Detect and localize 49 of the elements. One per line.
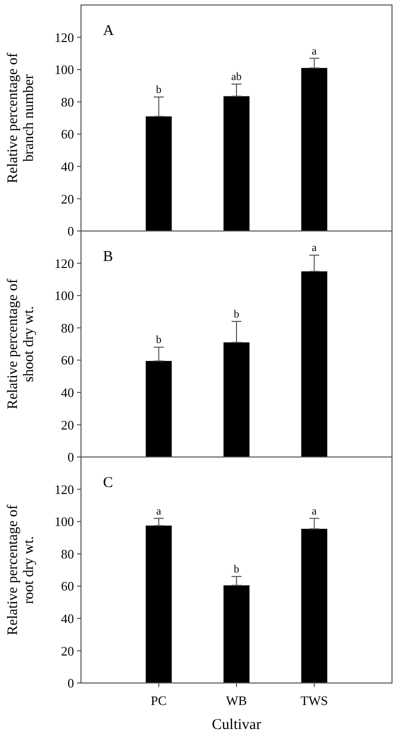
y-tick-label: 120	[54, 30, 74, 45]
text: B	[103, 249, 114, 265]
annotation: a	[312, 505, 317, 518]
bar	[146, 360, 172, 457]
y-tick-label: 80	[61, 94, 74, 110]
y-tick-label: 0	[68, 450, 74, 465]
bar	[146, 116, 172, 231]
y-tick-label: 20	[61, 417, 74, 432]
y-tick-label: 60	[61, 578, 74, 594]
y-axis-title: Relative percentage of root dry wt.	[5, 504, 37, 636]
y-tick-label: 20	[61, 643, 74, 658]
annotation: b	[156, 84, 162, 96]
y-tick-label: 80	[61, 546, 74, 562]
y-tick-label: 0	[68, 224, 74, 239]
bar	[301, 271, 328, 457]
y-tick-label: 80	[61, 320, 74, 336]
annotation: a	[312, 242, 317, 254]
y-tick-label: 100	[54, 514, 74, 530]
y-tick-label: 100	[54, 288, 74, 304]
bar	[146, 526, 172, 683]
y-tick-label: 60	[61, 126, 74, 142]
y-tick-label: 100	[54, 62, 74, 78]
text: C	[103, 475, 114, 491]
annotation: b	[234, 563, 240, 576]
y-axis-title: Relative percentage of branch number	[5, 52, 37, 184]
y-tick-label: 20	[61, 191, 74, 206]
x-axis-title: Cultivar	[212, 717, 262, 733]
bar	[224, 342, 250, 457]
y-tick-label: 40	[61, 158, 74, 174]
x-tick-label: TWS	[300, 693, 328, 708]
annotation: ab	[231, 71, 242, 84]
x-tick-label: PC	[150, 693, 167, 708]
annotation: a	[312, 45, 317, 58]
annotation: b	[156, 334, 162, 346]
y-axis-title: Relative percentage of shoot dry wt.	[5, 278, 37, 410]
bar	[224, 96, 250, 231]
annotation: a	[156, 505, 162, 518]
bar	[301, 528, 328, 683]
y-tick-label: 60	[61, 352, 74, 368]
y-tick-label: 0	[68, 676, 74, 691]
bar	[301, 68, 328, 231]
annotation: b	[234, 308, 240, 320]
y-tick-label: 40	[61, 610, 74, 626]
y-tick-label: 40	[61, 384, 74, 400]
y-tick-label: 120	[54, 256, 74, 271]
y-tick-label: 120	[54, 482, 74, 497]
bar	[224, 585, 250, 683]
x-tick-label: WB	[226, 693, 248, 708]
text: A	[103, 23, 114, 39]
